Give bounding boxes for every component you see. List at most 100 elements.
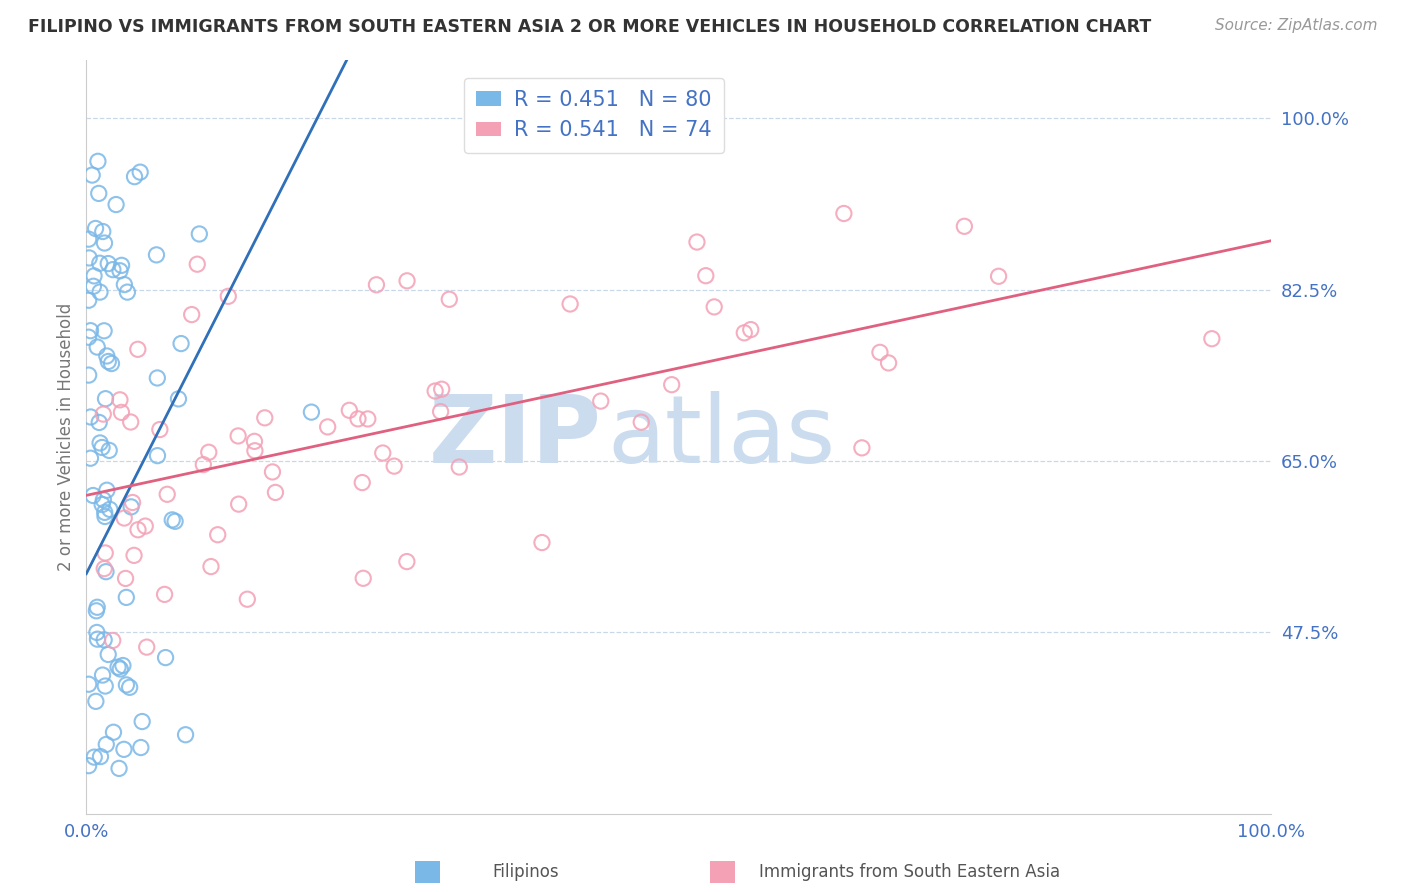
Point [89,256,111,270]
Point [740,323,762,337]
Point [686,235,709,249]
Point [877,356,900,370]
Point [108,761,131,775]
Point [228,497,250,511]
Point [558,297,581,311]
Y-axis label: 2 or more Vehicles in Household: 2 or more Vehicles in Household [58,302,75,571]
Point [165,514,187,528]
Point [93,235,115,250]
Point [186,257,208,271]
Point [108,264,131,278]
Text: Source: ZipAtlas.com: Source: ZipAtlas.com [1215,18,1378,33]
Point [111,658,134,673]
Point [77,758,100,772]
Point [77,251,100,265]
Point [86,604,108,618]
Point [733,326,755,340]
Point [869,345,891,359]
Point [262,465,284,479]
Point [146,371,169,385]
Point [93,632,115,647]
Point [170,336,193,351]
Point [108,392,131,407]
Point [86,340,108,354]
Point [146,449,169,463]
Text: FILIPINO VS IMMIGRANTS FROM SOUTH EASTERN ASIA 2 OR MORE VEHICLES IN HOUSEHOLD C: FILIPINO VS IMMIGRANTS FROM SOUTH EASTER… [28,18,1152,36]
Point [316,420,339,434]
Point [160,513,183,527]
Point [299,405,322,419]
Point [589,394,612,409]
Point [101,633,124,648]
Point [155,650,177,665]
Point [217,289,239,303]
Point [131,714,153,729]
Point [112,511,135,525]
Point [832,206,855,220]
Point [112,277,135,292]
Point [253,410,276,425]
Point [86,632,108,647]
Text: Filipinos: Filipinos [492,863,558,881]
Point [382,459,405,474]
Point [127,523,149,537]
Point [94,565,117,579]
Point [630,415,652,429]
Legend: R = 0.451   N = 80, R = 0.541   N = 74: R = 0.451 N = 80, R = 0.541 N = 74 [464,78,724,153]
Point [423,384,446,398]
Point [357,412,380,426]
Point [129,740,152,755]
Point [91,498,114,512]
Point [243,443,266,458]
Point [98,443,121,458]
Point [153,587,176,601]
Point [79,451,101,466]
Point [851,441,873,455]
Point [347,412,370,426]
Point [87,154,110,169]
Point [100,357,122,371]
Point [243,434,266,449]
Point [93,505,115,519]
Point [94,546,117,560]
Text: atlas: atlas [607,391,835,483]
Point [86,625,108,640]
Point [97,256,120,270]
Point [200,559,222,574]
Point [661,377,683,392]
Point [84,221,107,235]
Point [120,415,142,429]
Point [120,500,142,514]
Point [121,495,143,509]
Point [193,458,215,472]
Point [91,441,114,455]
Point [174,728,197,742]
Point [96,349,118,363]
Point [117,285,139,299]
Point [530,535,553,549]
Point [429,404,451,418]
Point [188,227,211,241]
Point [94,392,117,406]
Point [987,269,1010,284]
Point [96,483,118,498]
Point [236,592,259,607]
Point [83,268,105,283]
Point [103,725,125,739]
Point [89,749,111,764]
Point [396,274,419,288]
Point [94,509,117,524]
Point [77,677,100,691]
Point [84,694,107,708]
Point [352,571,374,585]
Point [114,571,136,585]
Point [107,660,129,674]
Point [82,168,104,182]
Point [135,640,157,654]
Point [105,197,128,211]
Point [93,492,115,507]
Point [87,186,110,201]
Point [337,403,360,417]
Point [110,258,132,272]
Point [89,436,111,450]
